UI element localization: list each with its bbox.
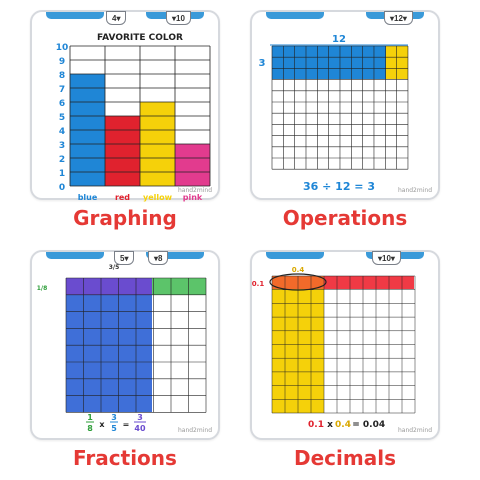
- tab-left: 5▾: [114, 251, 135, 265]
- y-tick-label: 7: [59, 85, 65, 95]
- x-label-blue: blue: [78, 193, 98, 202]
- eq-a-den: 8: [87, 424, 93, 433]
- fractions-board: 5▾ ▾8 3/5 1/8 1 8 x 3 5 = 3 40 hand2mind: [30, 250, 220, 440]
- y-tick-label: 1: [59, 169, 65, 179]
- decimals-svg: 0.4 0.1 0.1 x 0.4 = 0.04: [252, 266, 416, 430]
- y-tick-label: 10: [56, 43, 69, 53]
- logo: hand2mind: [397, 187, 432, 194]
- bar-red: [105, 116, 140, 186]
- decimals-board: ▾10▾ 0.4 0.1 0.1 x 0.4 = 0.04 hand2mind: [250, 250, 440, 440]
- board-bar: [266, 12, 324, 19]
- tab: ▾10▾: [372, 251, 401, 265]
- y-tick-label: 9: [59, 57, 65, 67]
- side-number: 3: [259, 58, 266, 69]
- y-tick-label: 3: [59, 141, 65, 151]
- x-label-pink: pink: [183, 193, 203, 202]
- y-tick-label: 0: [59, 183, 65, 193]
- circle-mark: [269, 273, 327, 291]
- equation: 1 8 x 3 5 = 3 40: [86, 413, 146, 433]
- top-number: 0.4: [292, 266, 305, 274]
- eq-b-den: 5: [111, 424, 117, 433]
- y-tick-label: 5: [59, 113, 65, 123]
- y-tick-label: 2: [59, 155, 65, 165]
- board-bar: [46, 12, 104, 19]
- logo: hand2mind: [397, 427, 432, 434]
- top-number: 12: [332, 34, 346, 45]
- tab: ▾12▾: [384, 11, 413, 25]
- y-tick-label: 4: [59, 127, 65, 137]
- tab-left: 4▾: [106, 11, 127, 25]
- caption-operations: Operations: [282, 206, 408, 230]
- eq-eq: =: [352, 420, 360, 430]
- x-label-yellow: yellow: [143, 193, 173, 202]
- board-bar: [266, 252, 324, 259]
- top-fraction: 3/5: [109, 264, 120, 271]
- blue-fill: [66, 295, 152, 412]
- tab-right: ▾10: [166, 11, 191, 25]
- eq-op: x: [327, 420, 333, 430]
- fractions-svg: 3/5 1/8 1 8 x 3 5 = 3 40: [37, 264, 207, 433]
- y-tick-label: 8: [59, 71, 65, 81]
- green-fill: [152, 278, 206, 295]
- board-bar: [46, 252, 104, 259]
- board-bar: [146, 252, 204, 259]
- eq-c-den: 40: [134, 424, 146, 433]
- x-label-red: red: [115, 193, 130, 202]
- equation: 0.1 x 0.4 = 0.04: [308, 420, 385, 430]
- tab-right: ▾8: [148, 251, 169, 265]
- caption-fractions: Fractions: [73, 446, 177, 470]
- eq-c: 0.04: [363, 420, 385, 430]
- eq-a: 0.1: [308, 420, 324, 430]
- logo: hand2mind: [177, 187, 212, 194]
- side-number: 0.1: [252, 280, 265, 288]
- eq-b: 0.4: [335, 420, 351, 430]
- side-fraction: 1/8: [37, 285, 48, 292]
- bar-pink: [175, 144, 210, 186]
- y-tick-label: 6: [59, 99, 65, 109]
- equation: 36 ÷ 12 = 3: [303, 180, 375, 193]
- eq-b-num: 3: [111, 413, 117, 422]
- logo: hand2mind: [177, 427, 212, 434]
- caption-graphing: Graphing: [73, 206, 177, 230]
- operations-svg: 12 3 36 ÷ 12 = 3: [259, 34, 409, 193]
- caption-decimals: Decimals: [294, 446, 396, 470]
- eq-eq: =: [123, 420, 130, 429]
- yellow-fill: [386, 46, 408, 79]
- graphing-board: 4▾ ▾10 FAVORITE COLOR 10 9 8 7 6 5 4 3 2 1 0 blue r…: [30, 10, 220, 202]
- eq-a-num: 1: [87, 413, 93, 422]
- eq-op: x: [99, 420, 105, 429]
- operations-board: ▾12▾ 12 3 36 ÷ 12 = 3 hand2mind: [250, 10, 440, 200]
- blue-fill: [272, 46, 388, 79]
- purple-fill: [66, 278, 152, 295]
- chart-title: FAVORITE COLOR: [97, 33, 183, 43]
- eq-c-num: 3: [137, 413, 143, 422]
